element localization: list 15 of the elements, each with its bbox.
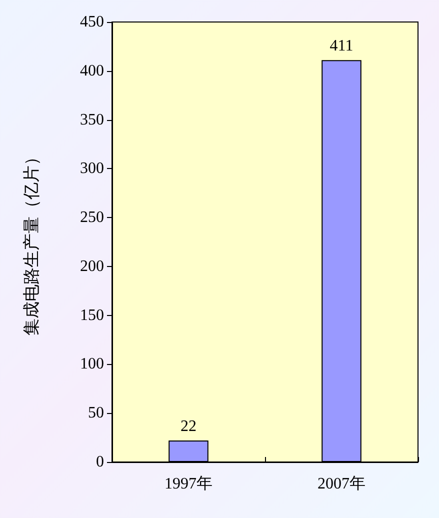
y-tick-label: 150	[80, 306, 104, 324]
y-tick-label: 250	[80, 209, 104, 226]
y-tick-label: 50	[88, 404, 104, 422]
y-tick-label: 100	[80, 356, 104, 373]
x-tick-label: 1997年	[164, 476, 212, 492]
y-tick-label: 400	[80, 62, 104, 80]
y-tick-label: 200	[80, 258, 104, 275]
y-tick-label: 300	[80, 160, 104, 178]
y-axis-title: 集成电路生产量（亿片）	[22, 148, 41, 336]
y-tick-label: 0	[96, 454, 104, 470]
data-label: 411	[330, 38, 354, 55]
y-tick-label: 350	[80, 111, 104, 128]
y-tick-label: 450	[80, 14, 104, 30]
x-tick-label: 2007年	[318, 476, 366, 492]
data-label: 22	[180, 418, 196, 435]
